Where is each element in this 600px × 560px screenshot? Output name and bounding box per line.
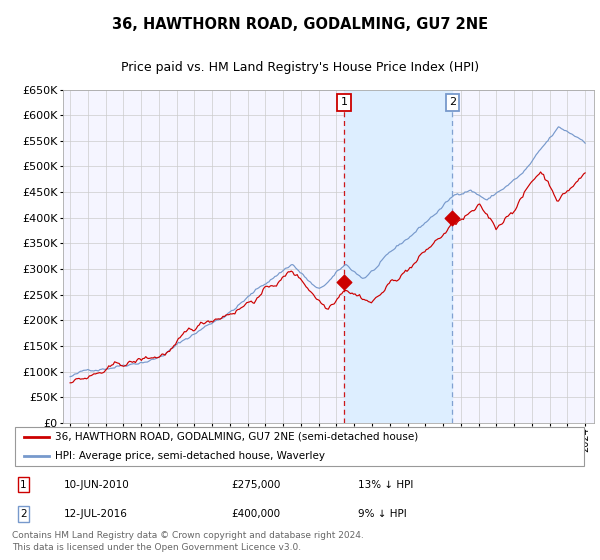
- Text: Contains HM Land Registry data © Crown copyright and database right 2024.
This d: Contains HM Land Registry data © Crown c…: [12, 531, 364, 552]
- Text: 10-JUN-2010: 10-JUN-2010: [64, 479, 130, 489]
- Text: 13% ↓ HPI: 13% ↓ HPI: [358, 479, 413, 489]
- Text: 2: 2: [20, 509, 27, 519]
- Text: 2: 2: [449, 97, 456, 108]
- Text: 36, HAWTHORN ROAD, GODALMING, GU7 2NE: 36, HAWTHORN ROAD, GODALMING, GU7 2NE: [112, 17, 488, 32]
- Text: £400,000: £400,000: [231, 509, 280, 519]
- Text: £275,000: £275,000: [231, 479, 280, 489]
- Text: HPI: Average price, semi-detached house, Waverley: HPI: Average price, semi-detached house,…: [55, 451, 325, 461]
- Text: Price paid vs. HM Land Registry's House Price Index (HPI): Price paid vs. HM Land Registry's House …: [121, 61, 479, 74]
- Text: 12-JUL-2016: 12-JUL-2016: [64, 509, 128, 519]
- Point: [340, 277, 349, 286]
- Text: 1: 1: [20, 479, 27, 489]
- Text: 9% ↓ HPI: 9% ↓ HPI: [358, 509, 406, 519]
- Text: 1: 1: [341, 97, 348, 108]
- FancyBboxPatch shape: [15, 427, 584, 466]
- Point: [448, 213, 457, 222]
- Bar: [344, 90, 452, 423]
- Text: 36, HAWTHORN ROAD, GODALMING, GU7 2NE (semi-detached house): 36, HAWTHORN ROAD, GODALMING, GU7 2NE (s…: [55, 432, 418, 442]
